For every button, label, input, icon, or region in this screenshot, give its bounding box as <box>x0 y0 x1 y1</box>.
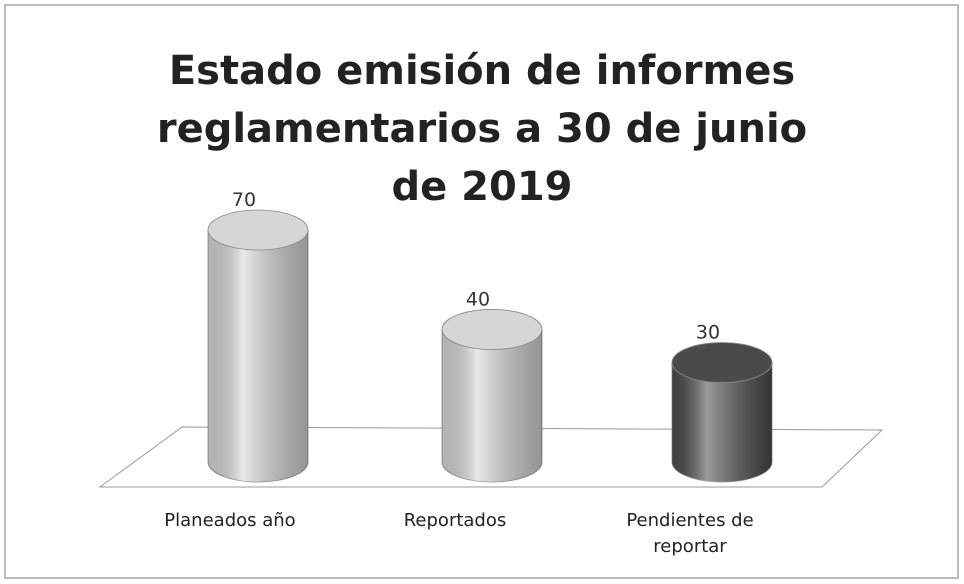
x-tick-label: Planeados año <box>164 510 296 531</box>
bar-shading <box>442 329 542 482</box>
bar-top <box>441 309 543 350</box>
value-label: 40 <box>466 288 490 310</box>
bar-top <box>207 209 309 251</box>
bar-shading <box>208 230 308 482</box>
frame <box>4 4 959 579</box>
x-tick-label: Reportados <box>403 510 507 531</box>
chart-title: Estado emisión de informes reglamentario… <box>156 48 808 210</box>
value-label: 70 <box>232 189 256 211</box>
floor <box>98 426 884 488</box>
bar-shading <box>672 362 772 482</box>
x-tick-label: Pendientes de reportar <box>626 510 754 557</box>
bar-top <box>671 342 773 383</box>
value-label: 30 <box>696 322 720 344</box>
